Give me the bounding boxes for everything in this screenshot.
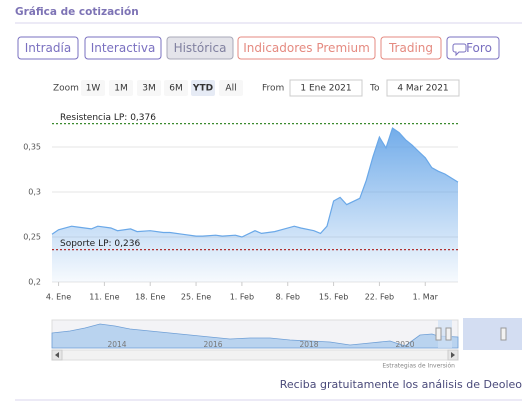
plot: 0,2 0,25 0,3 0,35 4. Ene 11. Ene 18. Ene 25. En… bbox=[23, 113, 459, 302]
x-tick-label: 18. Ene bbox=[135, 293, 165, 302]
navigator: 2014 2016 2018 2020 Estrategias de Inversió… bbox=[51, 318, 522, 370]
y-tick-label: 0,3 bbox=[28, 188, 41, 197]
tab-label[interactable]: Histórica bbox=[174, 41, 227, 55]
tab[interactable] bbox=[446, 36, 500, 60]
zoom-button-label[interactable]: 3M bbox=[142, 84, 156, 94]
tab[interactable] bbox=[166, 36, 234, 60]
x-tick-label: 1. Feb bbox=[230, 293, 254, 302]
y-tick-label: 0,25 bbox=[23, 233, 41, 242]
from-input[interactable] bbox=[289, 79, 363, 97]
from-value: 1 Ene 2021 bbox=[300, 84, 351, 94]
to-value: 4 Mar 2021 bbox=[397, 84, 448, 94]
navigator-handle[interactable] bbox=[445, 327, 452, 341]
x-tick-label: 22. Feb bbox=[365, 293, 394, 302]
navigator-handle[interactable] bbox=[435, 327, 442, 341]
to-label: To bbox=[369, 84, 380, 94]
from-label: From bbox=[262, 84, 284, 94]
tab-label[interactable]: Indicadores Premium bbox=[243, 41, 370, 55]
tab-label[interactable]: Foro bbox=[466, 41, 492, 55]
arrow bbox=[55, 352, 59, 358]
zoom-button[interactable] bbox=[137, 80, 161, 96]
zoom-button-label[interactable]: YTD bbox=[192, 84, 213, 94]
year-label: 2014 bbox=[107, 340, 126, 349]
year-label: 2018 bbox=[299, 340, 318, 349]
to-input[interactable] bbox=[386, 79, 460, 97]
scrollbar[interactable] bbox=[51, 349, 459, 361]
x-tick-label: 1. Mar bbox=[413, 293, 439, 302]
zoom-label: Zoom bbox=[53, 84, 79, 94]
y-tick-label: 0,35 bbox=[23, 143, 41, 152]
zoom-button[interactable] bbox=[81, 80, 105, 96]
zoom-button[interactable] bbox=[109, 80, 133, 96]
line bbox=[51, 127, 459, 238]
arrow bbox=[451, 352, 455, 358]
navigator-selection[interactable] bbox=[438, 320, 452, 348]
zoom-button-label[interactable]: 6M bbox=[169, 84, 183, 94]
tab[interactable] bbox=[84, 36, 162, 60]
title: Gráfica de cotización bbox=[15, 6, 139, 18]
zoom-button[interactable] bbox=[219, 80, 243, 96]
chat-icon bbox=[452, 43, 467, 57]
zoom-button-label[interactable]: 1M bbox=[114, 84, 128, 94]
tab-label[interactable]: Trading bbox=[388, 41, 433, 55]
zoom-button[interactable] bbox=[164, 80, 188, 96]
x-tick-label: 25. Ene bbox=[181, 293, 211, 302]
x-tick-label: 11. Ene bbox=[89, 293, 119, 302]
zoom-button-label[interactable]: All bbox=[225, 84, 236, 94]
tab-label[interactable]: Interactiva bbox=[91, 41, 156, 55]
footer-text: Reciba gratuitamente los análisis de Deo… bbox=[280, 378, 523, 391]
x-tick-label: 15. Feb bbox=[319, 293, 348, 302]
plot-line-label: Resistencia LP: 0,376 bbox=[60, 113, 156, 123]
tab[interactable] bbox=[380, 36, 442, 60]
year-label: 2016 bbox=[203, 340, 222, 349]
y-tick-label: 0,2 bbox=[28, 278, 41, 287]
tab[interactable] bbox=[237, 36, 376, 60]
year-label: 2020 bbox=[395, 340, 414, 349]
tabs: Intradía Interactiva Histórica Indicadores … bbox=[17, 36, 500, 60]
side-handle[interactable] bbox=[500, 327, 507, 341]
zoom-button[interactable] bbox=[191, 80, 215, 96]
credit: Estrategias de Inversión bbox=[382, 363, 455, 370]
x-tick-label: 4. Ene bbox=[46, 293, 71, 302]
tab[interactable] bbox=[17, 36, 79, 60]
navigator-years: 2014 2016 2018 2020 bbox=[107, 340, 414, 349]
side-panel bbox=[463, 318, 522, 350]
x-tick-label: 8. Feb bbox=[276, 293, 300, 302]
area bbox=[52, 128, 458, 282]
plot-line-label: Soporte LP: 0,236 bbox=[60, 239, 140, 249]
tab-label[interactable]: Intradía bbox=[25, 41, 71, 55]
range-selector: Zoom 1W 1M 3M 6M YTD All From 1 Ene 2021 To 4 Mar … bbox=[53, 79, 460, 97]
zoom-button-label[interactable]: 1W bbox=[86, 84, 101, 94]
